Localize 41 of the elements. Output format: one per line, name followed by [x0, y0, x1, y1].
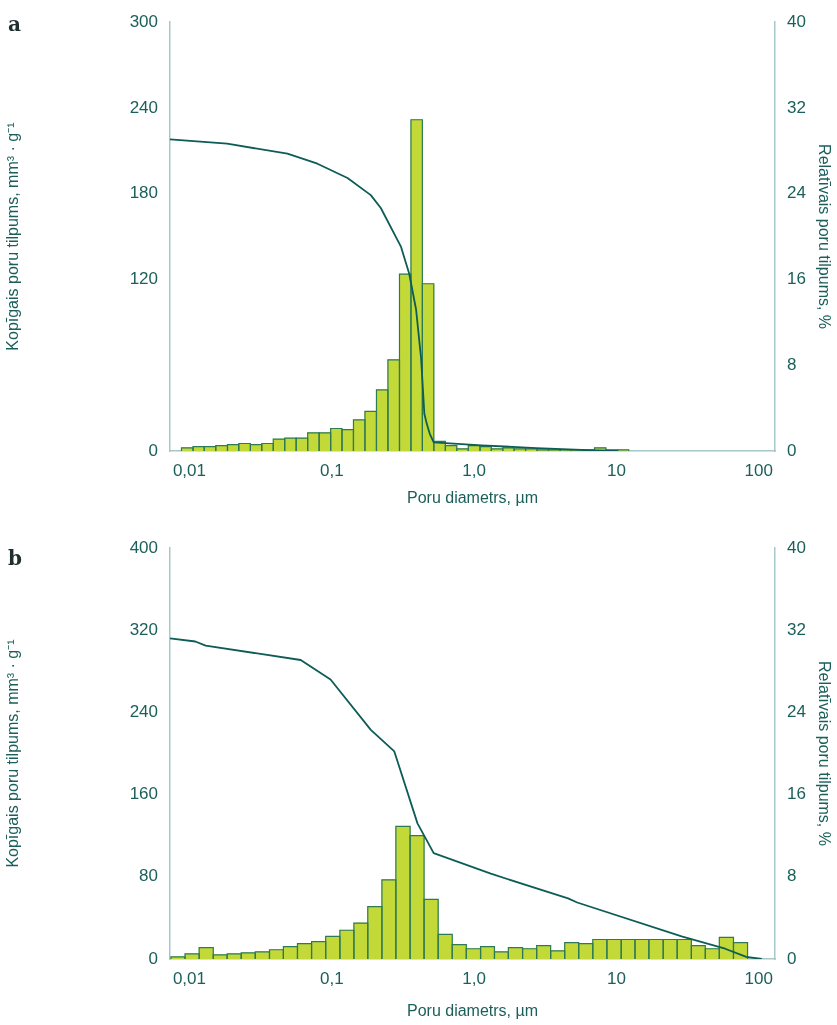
y2-tick-label: 0 — [787, 440, 797, 460]
y2-tick-label: 8 — [787, 354, 797, 374]
y-tick-label: 120 — [129, 269, 158, 289]
x-tick-label: 0,1 — [319, 460, 344, 480]
y-tick-label: 300 — [129, 11, 158, 31]
x-tick-label: 0,1 — [319, 968, 344, 988]
y-tick-label: 80 — [139, 866, 158, 886]
y2-tick-label: 16 — [787, 784, 806, 804]
x-axis-title: Poru diametrs, µm — [406, 488, 539, 506]
y-tick-label: 0 — [148, 948, 158, 968]
y-tick-label: 240 — [129, 97, 158, 117]
y-tick-label: 320 — [129, 619, 158, 639]
y-tick-label: 180 — [129, 183, 158, 203]
y-tick-label: 240 — [129, 702, 158, 722]
y-axis-title: Kopīgais poru tilpums, mm³ · g⁻¹ — [4, 639, 22, 868]
y2-tick-label: 0 — [787, 948, 797, 968]
y2-axis-title: Relatīvais poru tilpums, % — [815, 661, 833, 846]
x-tick-label: 100 — [744, 460, 773, 480]
x-tick-label: 10 — [606, 460, 626, 480]
y-tick-label: 160 — [129, 784, 158, 804]
x-tick-label: 0,01 — [172, 460, 206, 480]
y2-tick-label: 40 — [787, 537, 806, 557]
x-tick-label: 0,01 — [172, 968, 206, 988]
y2-tick-label: 40 — [787, 11, 806, 31]
y2-tick-label: 32 — [787, 619, 806, 639]
chart-title: b — [8, 546, 22, 570]
y2-tick-label: 16 — [787, 269, 806, 289]
x-tick-label: 100 — [744, 968, 773, 988]
y2-tick-label: 8 — [787, 866, 797, 886]
y2-axis-title: Relatīvais poru tilpums, % — [815, 144, 833, 330]
y-tick-label: 400 — [129, 537, 158, 557]
chart-title: a — [8, 12, 21, 36]
y2-tick-label: 32 — [787, 97, 806, 117]
x-tick-label: 10 — [606, 968, 626, 988]
y2-tick-label: 24 — [787, 702, 806, 722]
x-axis-title: Poru diametrs, µm — [406, 1001, 539, 1019]
x-tick-label: 1,0 — [462, 460, 486, 480]
y2-tick-label: 24 — [787, 183, 806, 203]
y-axis-title: Kopīgais poru tilpums, mm³ · g⁻¹ — [4, 122, 22, 351]
x-tick-label: 1,0 — [462, 968, 486, 988]
y-tick-label: 0 — [148, 440, 158, 460]
